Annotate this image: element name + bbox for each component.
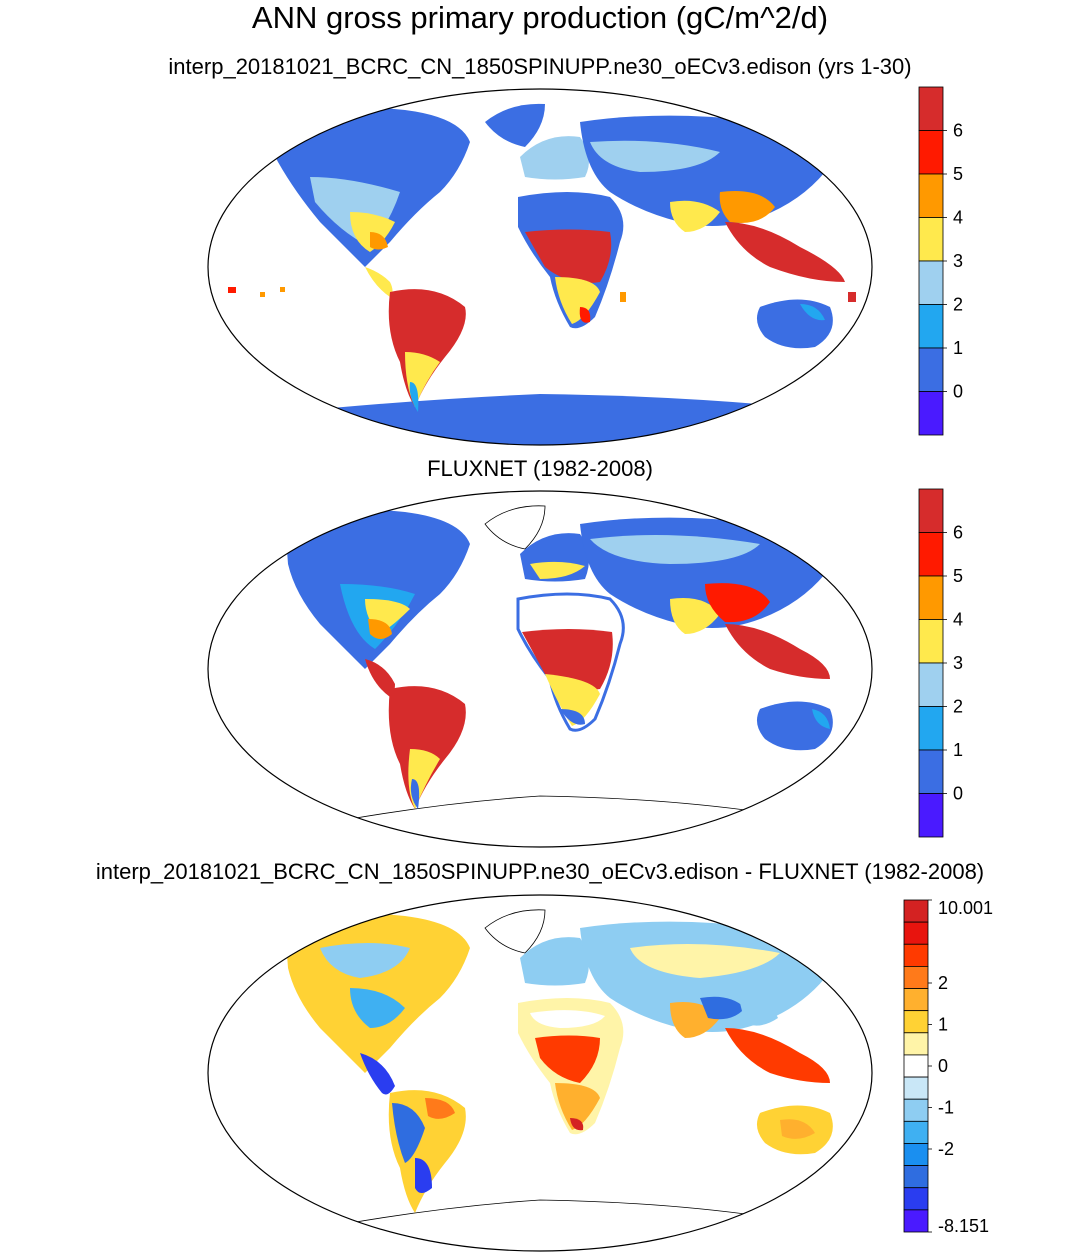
colorbar-swatch — [903, 1010, 929, 1034]
colorbar-label: 1 — [938, 1015, 948, 1035]
colorbar-swatch — [918, 86, 944, 131]
colorbar-label: 1 — [953, 740, 963, 760]
panel3-colorbar: 10.001 2 1 0 -1 -2 -8.151 — [903, 898, 993, 1234]
colorbar-labels: 10.001 2 1 0 -1 -2 -8.151 — [928, 898, 993, 1234]
colorbar-swatch — [903, 1054, 929, 1078]
colorbar-swatch — [918, 706, 944, 751]
colorbar-label: 2 — [953, 295, 963, 315]
figure-title: ANN gross primary production (gC/m^2/d) — [251, 0, 829, 35]
colorbar-label: 4 — [953, 208, 963, 228]
colorbar-label: 10.001 — [938, 898, 993, 918]
colorbar-label: 0 — [938, 1056, 948, 1076]
colorbar-swatch — [918, 260, 944, 305]
panel1-map — [207, 88, 873, 446]
land-fill — [208, 103, 872, 445]
colorbar-labels: 6 5 4 3 2 1 0 — [943, 121, 963, 402]
map-border — [207, 88, 873, 446]
colorbar-swatch — [918, 217, 944, 262]
colorbar-swatch — [918, 304, 944, 349]
colorbar-swatch — [903, 966, 929, 989]
colorbar-label: 3 — [953, 251, 963, 271]
colorbar-swatch — [918, 173, 944, 218]
panel2-colorbar: 6 5 4 3 2 1 0 — [918, 488, 963, 838]
colorbar-swatch — [918, 532, 944, 577]
colorbar-label: 4 — [953, 610, 963, 630]
colorbar-swatch — [918, 749, 944, 794]
colorbar-swatch — [903, 921, 929, 945]
colorbar-label: -1 — [938, 1098, 954, 1118]
colorbar-labels: 6 5 4 3 2 1 0 — [943, 523, 963, 804]
colorbar-swatch — [918, 662, 944, 707]
colorbar-label: 0 — [953, 382, 963, 402]
colorbar-label: 2 — [938, 973, 948, 993]
colorbar-label: 5 — [953, 164, 963, 184]
colorbar-label: 2 — [953, 697, 963, 717]
colorbar-swatch — [903, 899, 929, 923]
colorbar-swatch — [918, 488, 944, 533]
colorbar-swatch — [903, 1098, 929, 1122]
colorbar-swatch — [903, 1165, 929, 1189]
panel1-title: interp_20181021_BCRC_CN_1850SPINUPP.ne30… — [168, 54, 912, 79]
colorbar-swatch — [903, 1120, 929, 1144]
colorbar-swatch — [903, 1032, 929, 1056]
colorbar-swatch — [918, 391, 944, 436]
colorbar-swatch — [918, 619, 944, 664]
colorbar-label: 0 — [953, 784, 963, 804]
colorbar-blocks — [918, 488, 944, 838]
colorbar-swatch — [903, 1187, 929, 1211]
colorbar-label: 5 — [953, 566, 963, 586]
colorbar-swatch — [918, 347, 944, 392]
panel2-title: FLUXNET (1982-2008) — [427, 456, 653, 481]
colorbar-label: 3 — [953, 653, 963, 673]
colorbar-swatch — [918, 575, 944, 620]
colorbar-label: 6 — [953, 121, 963, 141]
panel3-map — [207, 894, 873, 1252]
panel2-map — [207, 490, 873, 848]
colorbar-label: -2 — [938, 1139, 954, 1159]
panel3-title: interp_20181021_BCRC_CN_1850SPINUPP.ne30… — [95, 859, 985, 884]
colorbar-label: -8.151 — [938, 1216, 989, 1234]
colorbar-swatch — [903, 1143, 929, 1166]
colorbar-blocks — [918, 86, 944, 436]
colorbar-swatch — [903, 1209, 929, 1233]
panel1-colorbar: 6 5 4 3 2 1 0 — [918, 86, 963, 436]
colorbar-swatch — [903, 988, 929, 1012]
colorbar-label: 6 — [953, 523, 963, 543]
map-border — [207, 490, 873, 848]
colorbar-swatch — [903, 943, 929, 967]
colorbar-swatch — [918, 130, 944, 175]
colorbar-swatch — [903, 1076, 929, 1100]
colorbar-blocks — [903, 899, 929, 1233]
colorbar-swatch — [918, 793, 944, 838]
colorbar-label: 1 — [953, 338, 963, 358]
